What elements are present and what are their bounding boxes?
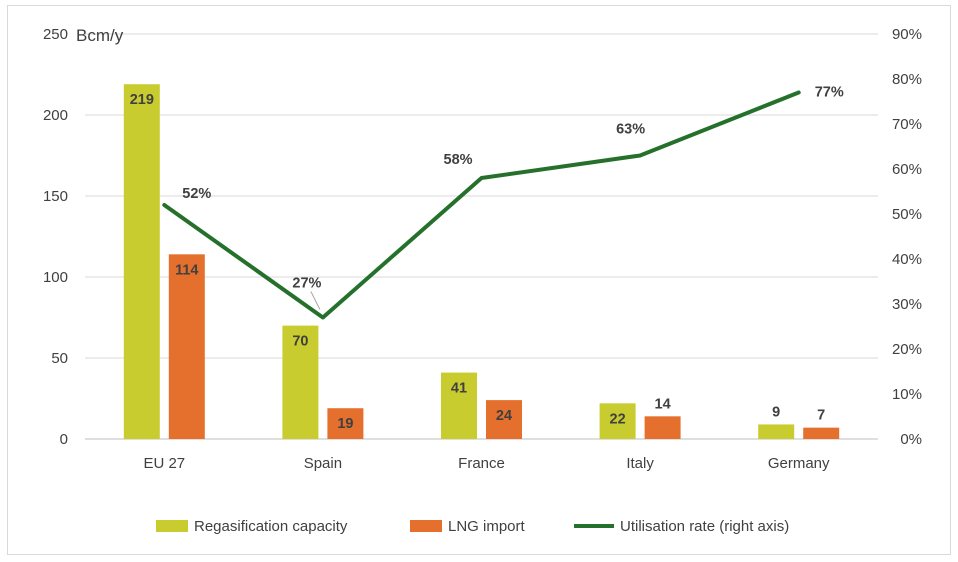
right-tick-label: 80% [892, 71, 922, 88]
left-tick-label: 200 [43, 107, 68, 124]
label-leader-line [310, 291, 321, 310]
bar-data-label: 7 [817, 408, 825, 424]
category-label: Spain [304, 455, 342, 472]
category-label: Germany [768, 455, 830, 472]
bar-data-label: 114 [175, 262, 198, 278]
bar-data-label: 22 [610, 411, 626, 427]
right-tick-label: 50% [892, 206, 922, 223]
category-label: EU 27 [143, 455, 185, 472]
right-tick-label: 60% [892, 161, 922, 178]
legend-label: LNG import [448, 518, 526, 535]
utilisation-line-group [162, 90, 801, 320]
line-data-label: 52% [182, 186, 211, 202]
left-tick-label: 100 [43, 269, 68, 286]
right-axis: 0% 10% 20% 30% 40% 50% 60% 70% 80% 90% [892, 26, 922, 448]
bar-lng-import [803, 427, 840, 439]
bar-regasification-capacity [599, 403, 636, 439]
bar-regasification-capacity [282, 325, 319, 439]
left-tick-label: 50 [51, 350, 68, 367]
data-labels: 219 70 41 22 9 114 19 24 14 7 52% 27% 58% 63% 77% [130, 85, 844, 433]
gridlines [85, 33, 878, 440]
bar-lng-import [327, 408, 364, 439]
x-axis: EU 27 Spain France Italy Germany [143, 455, 830, 472]
left-tick-label: 250 [43, 26, 68, 43]
bar-regasification-capacity [758, 424, 795, 439]
left-tick-label: 150 [43, 188, 68, 205]
legend: Regasification capacity LNG import Utilisa… [156, 518, 789, 535]
legend-label: Utilisation rate (right axis) [620, 518, 789, 535]
bar-data-label: 14 [655, 396, 671, 412]
right-tick-label: 20% [892, 341, 922, 358]
legend-swatch [410, 520, 442, 532]
bar-data-label: 70 [292, 334, 308, 350]
y-axis-unit-label: Bcm/y [76, 26, 124, 45]
line-data-label: 77% [815, 85, 844, 101]
left-tick-label: 0 [60, 431, 68, 448]
chart-frame [7, 5, 951, 555]
category-label: France [458, 455, 505, 472]
line-data-label: 27% [292, 276, 321, 292]
utilisation-line [162, 90, 801, 320]
right-tick-label: 70% [892, 116, 922, 133]
bar-data-label: 24 [496, 408, 512, 424]
right-tick-label: 40% [892, 251, 922, 268]
bar-data-label: 219 [130, 92, 154, 108]
bar-lng-import [644, 416, 681, 439]
bar-lng-import [486, 400, 522, 439]
right-tick-label: 0% [900, 431, 922, 448]
bar-lng-import [168, 254, 205, 439]
bar-data-label: 9 [772, 404, 780, 420]
legend-label: Regasification capacity [194, 518, 348, 535]
bars [123, 84, 840, 439]
bar-regasification-capacity [441, 372, 477, 439]
right-tick-label: 10% [892, 386, 922, 403]
right-tick-label: 30% [892, 296, 922, 313]
bar-regasification-capacity [123, 84, 160, 439]
bar-data-label: 19 [337, 416, 353, 432]
line-data-label: 58% [444, 152, 473, 168]
line-data-label: 63% [616, 122, 645, 138]
category-label: Italy [626, 455, 654, 472]
legend-swatch [156, 520, 188, 532]
right-tick-label: 90% [892, 26, 922, 43]
bar-data-label: 41 [451, 381, 467, 397]
left-axis: 0 50 100 150 200 250 Bcm/y [43, 26, 124, 448]
